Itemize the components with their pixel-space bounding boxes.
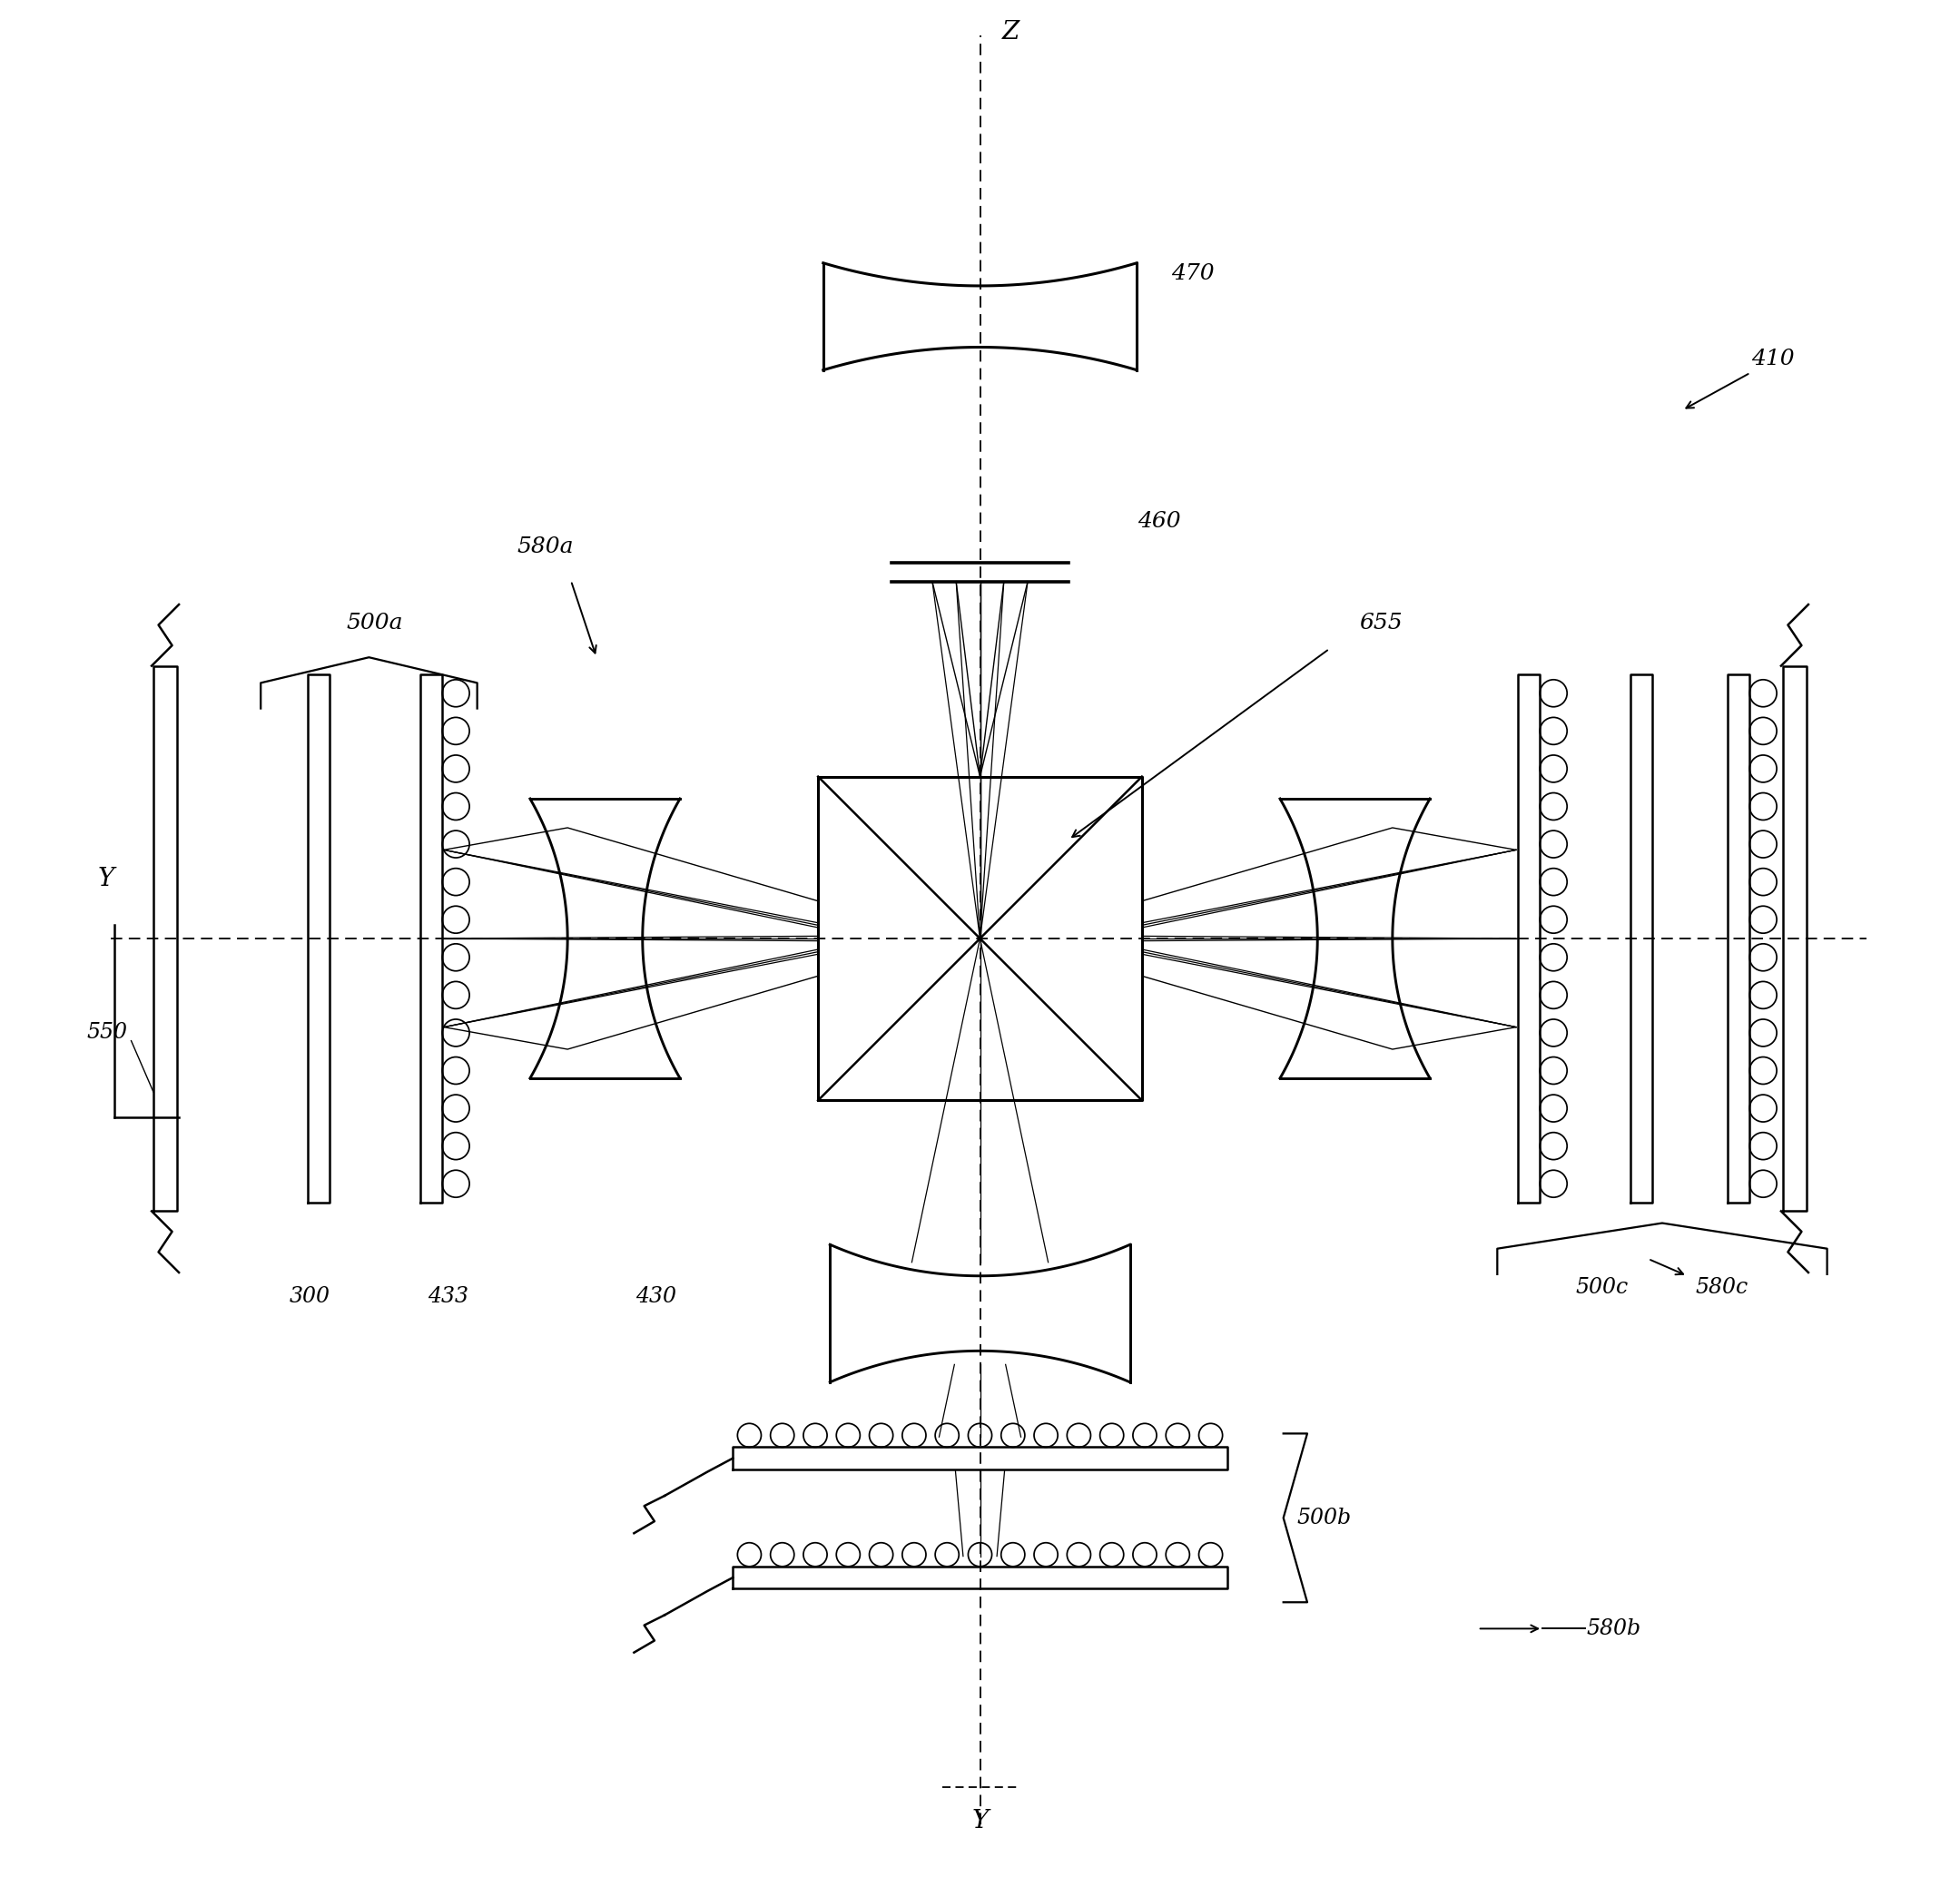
Text: 500a: 500a [347,612,404,634]
Text: 470: 470 [1172,263,1215,283]
Text: Y: Y [972,1809,988,1834]
Text: 410: 410 [1750,349,1793,370]
Text: Z: Z [1002,19,1019,45]
Text: 300: 300 [290,1286,331,1306]
Text: 580b: 580b [1588,1618,1641,1639]
Text: Y: Y [98,867,114,892]
Text: 500b: 500b [1298,1507,1352,1528]
Text: 433: 433 [427,1286,468,1306]
Text: 500c: 500c [1576,1278,1629,1299]
Text: 550: 550 [86,1021,127,1042]
Text: 430: 430 [635,1286,676,1306]
Text: 580c: 580c [1695,1278,1748,1299]
Text: 580a: 580a [517,537,574,557]
Text: 460: 460 [1137,511,1180,531]
Text: 655: 655 [1358,612,1401,634]
